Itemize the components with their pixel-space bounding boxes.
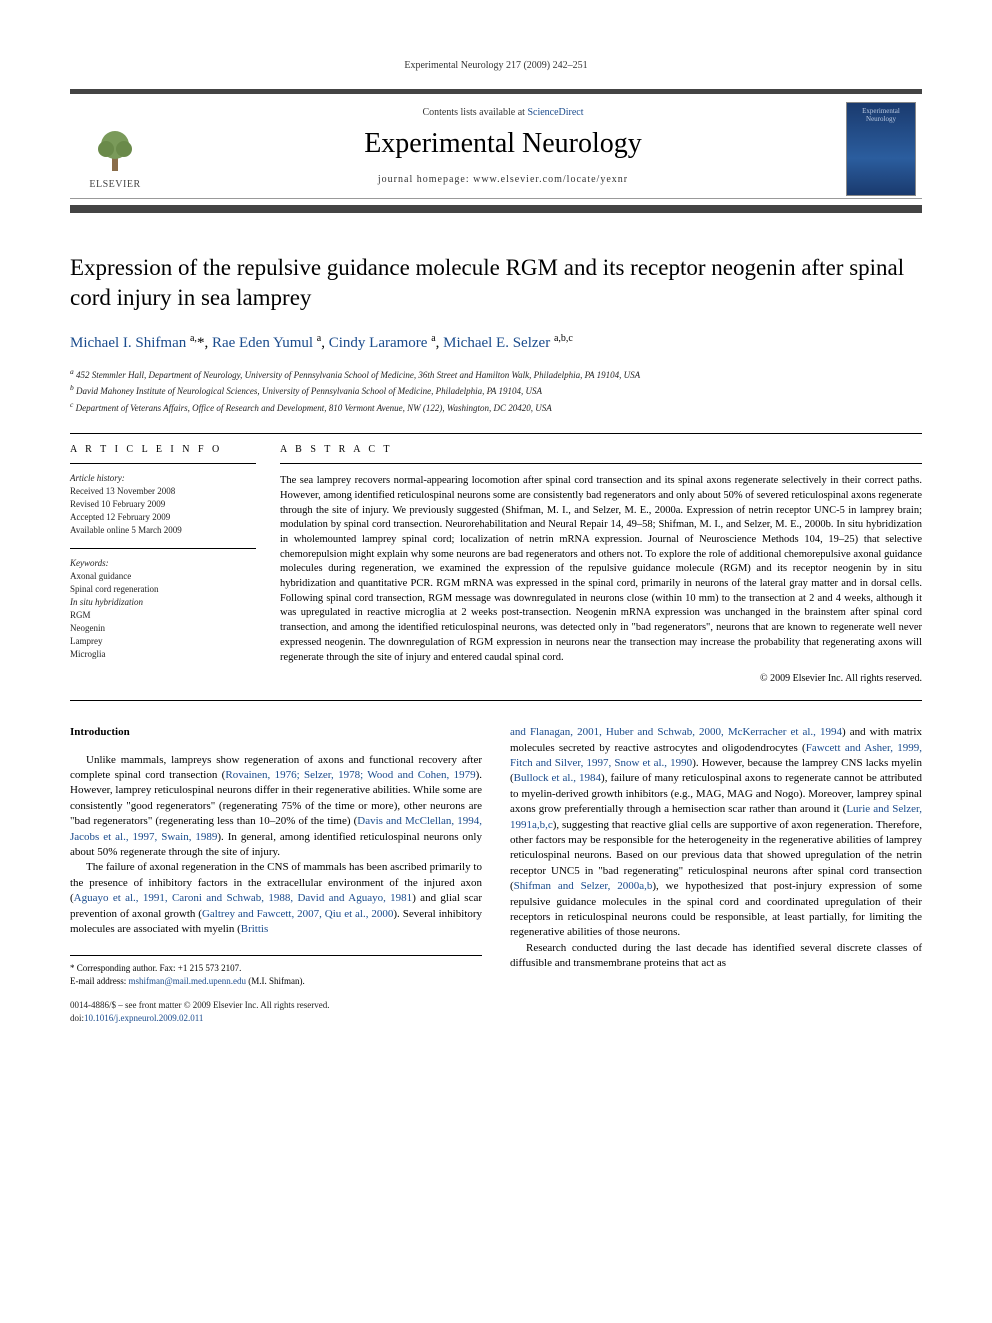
email-line: E-mail address: mshifman@mail.med.upenn.… xyxy=(70,975,482,988)
doi-label: doi: xyxy=(70,1013,84,1023)
publisher-logo: ELSEVIER xyxy=(70,94,160,198)
page: Experimental Neurology 217 (2009) 242–25… xyxy=(0,0,992,1065)
keyword-5: Lamprey xyxy=(70,635,256,648)
abstract-text: The sea lamprey recovers normal-appearin… xyxy=(280,464,922,665)
doi-link[interactable]: 10.1016/j.expneurol.2009.02.011 xyxy=(84,1013,203,1023)
keyword-3: RGM xyxy=(70,609,256,622)
elsevier-tree-icon xyxy=(90,125,140,175)
keywords-label: Keywords: xyxy=(70,557,256,570)
intro-p2: The failure of axonal regeneration in th… xyxy=(70,860,482,937)
homepage-url: www.elsevier.com/locate/yexnr xyxy=(473,174,628,185)
authors-line: Michael I. Shifman a,*, Rae Eden Yumul a… xyxy=(70,333,922,352)
running-head: Experimental Neurology 217 (2009) 242–25… xyxy=(70,60,922,71)
keyword-4: Neogenin xyxy=(70,622,256,635)
author-2[interactable]: Rae Eden Yumul xyxy=(212,335,313,351)
corresponding-author: * Corresponding author. Fax: +1 215 573 … xyxy=(70,962,482,975)
cite-galtrey[interactable]: Galtrey and Fawcett, 2007, Qiu et al., 2… xyxy=(202,908,393,920)
header-bottom-bar xyxy=(70,205,922,213)
author-2-aff: a xyxy=(317,333,321,344)
author-3-aff: a xyxy=(431,333,435,344)
article-history: Article history: Received 13 November 20… xyxy=(70,464,256,537)
article-title: Expression of the repulsive guidance mol… xyxy=(70,253,922,313)
keywords-block: Keywords: Axonal guidance Spinal cord re… xyxy=(70,548,256,661)
footer-doi: doi:10.1016/j.expneurol.2009.02.011 xyxy=(70,1012,922,1025)
sciencedirect-link[interactable]: ScienceDirect xyxy=(527,107,583,118)
cite-brittis[interactable]: Brittis xyxy=(241,923,269,935)
footnotes: * Corresponding author. Fax: +1 215 573 … xyxy=(70,955,482,987)
body-columns: Introduction Unlike mammals, lampreys sh… xyxy=(70,725,922,987)
history-accepted: Accepted 12 February 2009 xyxy=(70,511,256,524)
cover-title: Experimental Neurology xyxy=(847,107,915,123)
keyword-0: Axonal guidance xyxy=(70,570,256,583)
keyword-6: Microglia xyxy=(70,648,256,661)
email-label: E-mail address: xyxy=(70,976,128,986)
footer-line1: 0014-4886/$ – see front matter © 2009 El… xyxy=(70,999,922,1012)
publisher-name: ELSEVIER xyxy=(70,179,160,190)
cite-flanagan[interactable]: and Flanagan, 2001, Huber and Schwab, 20… xyxy=(510,726,842,738)
intro-p1: Unlike mammals, lampreys show regenerati… xyxy=(70,753,482,861)
info-abstract-row: A R T I C L E I N F O Article history: R… xyxy=(70,433,922,684)
affiliation-a: a 452 Stemmler Hall, Department of Neuro… xyxy=(70,366,922,383)
abstract-column: A B S T R A C T The sea lamprey recovers… xyxy=(280,434,922,684)
cite-rovainen[interactable]: Rovainen, 1976; Selzer, 1978; Wood and C… xyxy=(225,769,475,781)
contents-prefix: Contents lists available at xyxy=(422,107,527,118)
body-col-right: and Flanagan, 2001, Huber and Schwab, 20… xyxy=(510,725,922,987)
author-3[interactable]: Cindy Laramore xyxy=(329,335,428,351)
section-divider xyxy=(70,700,922,701)
cite-shifman[interactable]: Shifman and Selzer, 2000a,b xyxy=(514,880,653,892)
author-1[interactable]: Michael I. Shifman xyxy=(70,335,186,351)
history-label: Article history: xyxy=(70,472,256,485)
intro-p3: Research conducted during the last decad… xyxy=(510,941,922,972)
cover-image: Experimental Neurology xyxy=(846,102,916,196)
cover-thumbnail: Experimental Neurology xyxy=(846,94,922,198)
article-info-heading: A R T I C L E I N F O xyxy=(70,434,256,464)
cite-aguayo[interactable]: Aguayo et al., 1991, Caroni and Schwab, … xyxy=(74,892,413,904)
author-1-aff: a, xyxy=(190,333,197,344)
affiliations: a 452 Stemmler Hall, Department of Neuro… xyxy=(70,366,922,416)
affiliation-b: b David Mahoney Institute of Neurologica… xyxy=(70,382,922,399)
journal-name: Experimental Neurology xyxy=(160,128,846,160)
email-tail: (M.I. Shifman). xyxy=(246,976,305,986)
header-center: Contents lists available at ScienceDirec… xyxy=(160,94,846,198)
history-online: Available online 5 March 2009 xyxy=(70,524,256,537)
history-revised: Revised 10 February 2009 xyxy=(70,498,256,511)
affiliation-c: c Department of Veterans Affairs, Office… xyxy=(70,399,922,416)
author-4[interactable]: Michael E. Selzer xyxy=(443,335,550,351)
intro-p1-cont: and Flanagan, 2001, Huber and Schwab, 20… xyxy=(510,725,922,940)
article-info-column: A R T I C L E I N F O Article history: R… xyxy=(70,434,280,684)
journal-header: ELSEVIER Contents lists available at Sci… xyxy=(70,89,922,199)
page-footer: 0014-4886/$ – see front matter © 2009 El… xyxy=(70,999,922,1024)
body-col-left: Introduction Unlike mammals, lampreys sh… xyxy=(70,725,482,987)
cite-bullock[interactable]: Bullock et al., 1984 xyxy=(514,772,601,784)
abstract-copyright: © 2009 Elsevier Inc. All rights reserved… xyxy=(280,673,922,684)
history-received: Received 13 November 2008 xyxy=(70,485,256,498)
intro-heading: Introduction xyxy=(70,725,482,740)
author-4-aff: a,b,c xyxy=(554,333,573,344)
abstract-heading: A B S T R A C T xyxy=(280,434,922,464)
homepage-label: journal homepage: xyxy=(378,174,473,185)
homepage-line: journal homepage: www.elsevier.com/locat… xyxy=(160,174,846,185)
keyword-1: Spinal cord regeneration xyxy=(70,583,256,596)
contents-line: Contents lists available at ScienceDirec… xyxy=(160,107,846,118)
keyword-2: In situ hybridization xyxy=(70,596,256,609)
email-link[interactable]: mshifman@mail.med.upenn.edu xyxy=(128,976,246,986)
